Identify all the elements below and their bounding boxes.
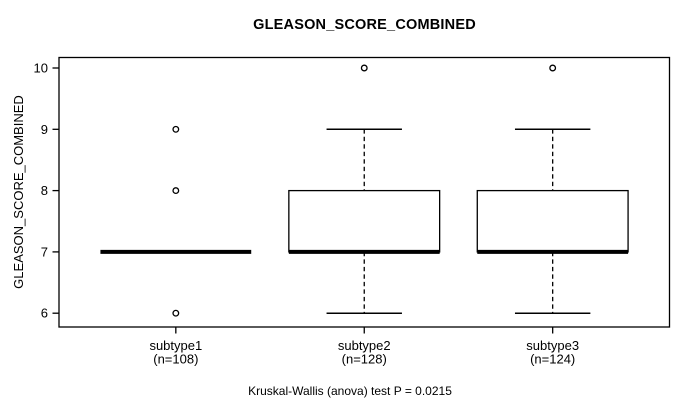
y-tick-label: 8 [41, 183, 48, 198]
outlier-point [549, 64, 557, 72]
box [288, 189, 441, 253]
chart-title: GLEASON_SCORE_COMBINED [253, 17, 476, 33]
x-group-sublabel: (n=124) [530, 352, 575, 367]
y-tick-label: 10 [34, 61, 48, 76]
y-tick-label: 9 [41, 122, 48, 137]
stat-test-caption: Kruskal-Wallis (anova) test P = 0.0215 [248, 384, 452, 398]
x-group-label: subtype2 [338, 338, 391, 353]
x-group-label: subtype1 [149, 338, 202, 353]
y-tick-label: 6 [41, 306, 48, 321]
x-group-label: subtype3 [526, 338, 579, 353]
x-group-sublabel: (n=108) [153, 352, 198, 367]
outlier-point [172, 309, 180, 317]
box [476, 189, 629, 253]
x-group-sublabel: (n=128) [342, 352, 387, 367]
outlier-point [360, 64, 368, 72]
outlier-point [172, 187, 180, 195]
outlier-point [172, 125, 180, 133]
y-tick-label: 7 [41, 244, 48, 259]
